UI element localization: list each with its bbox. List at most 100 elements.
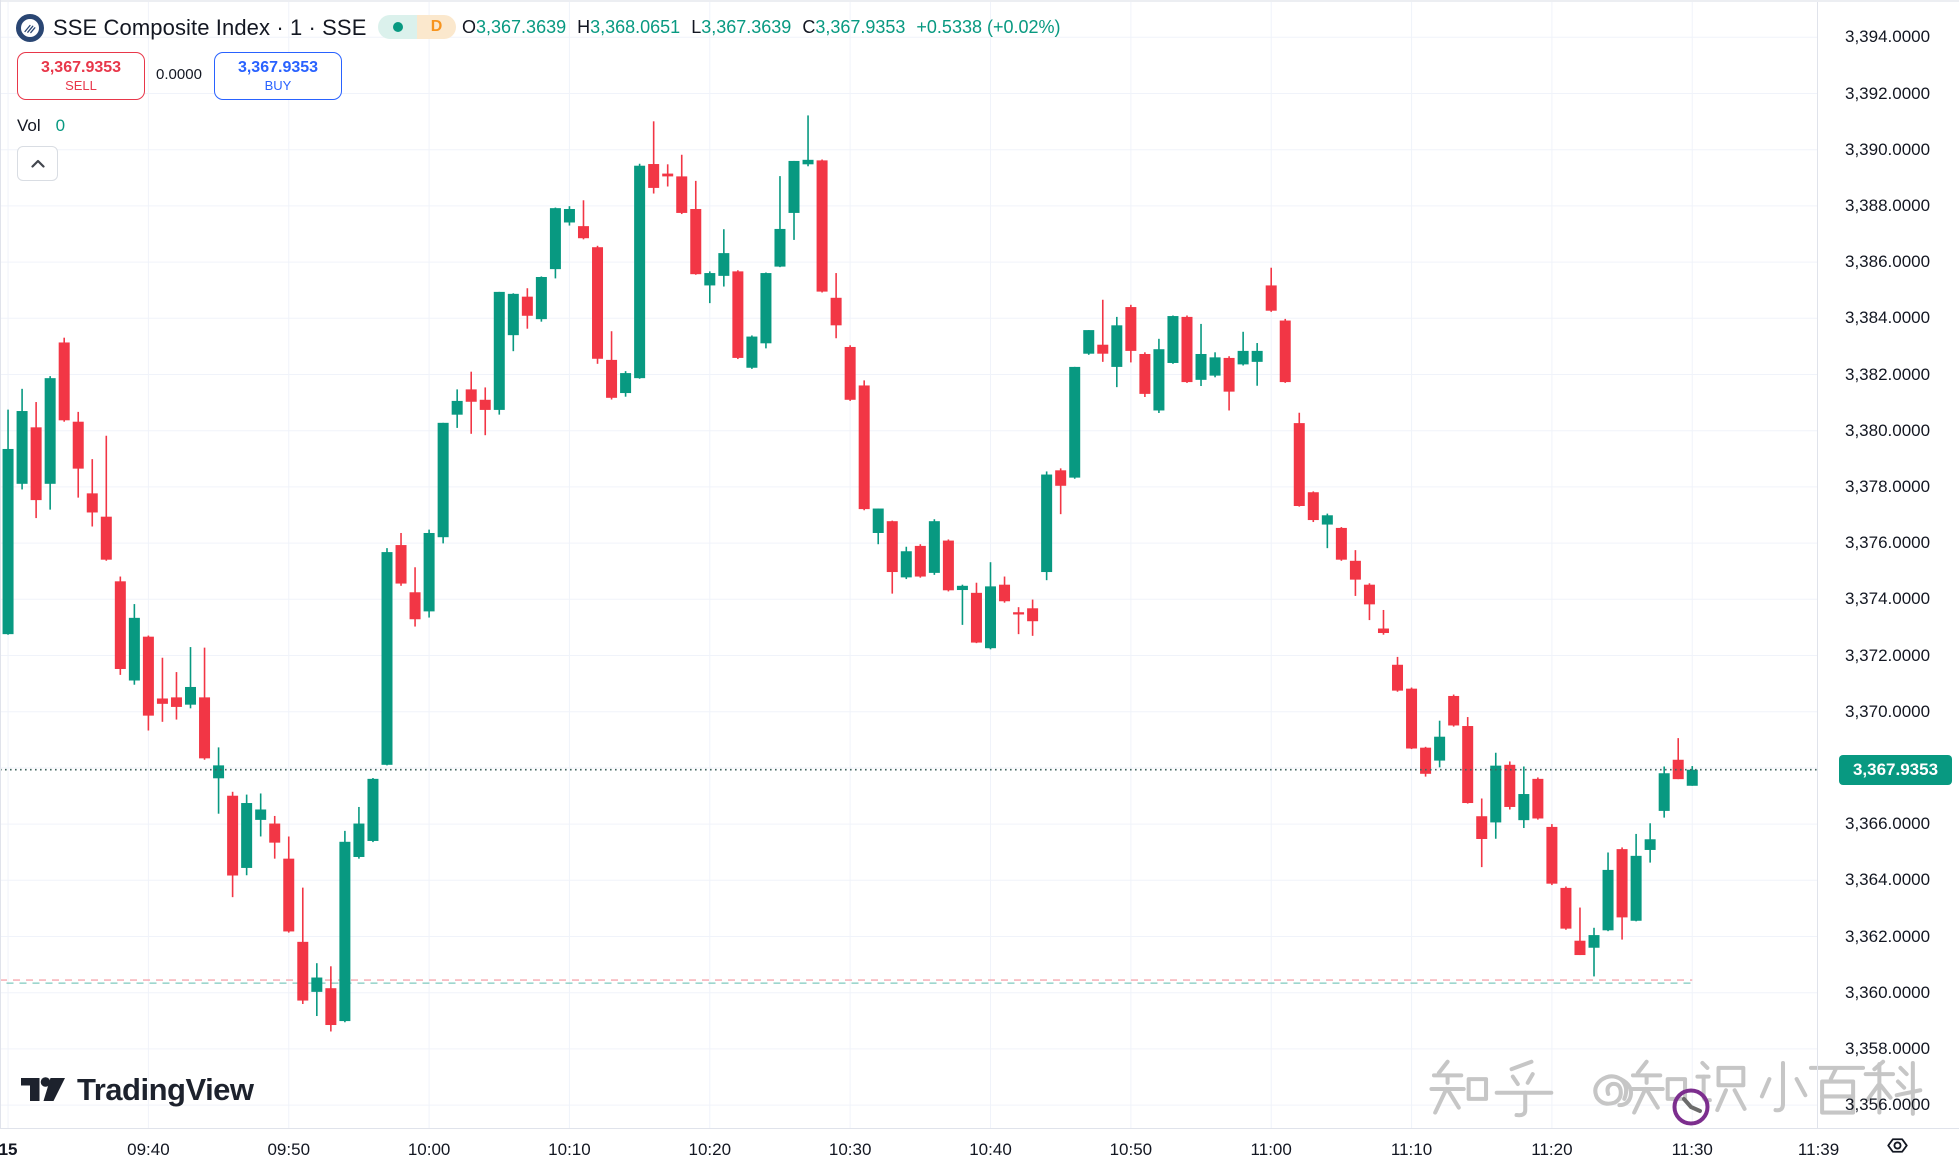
candle bbox=[732, 270, 744, 360]
candle-body bbox=[1041, 474, 1053, 573]
candle bbox=[1630, 833, 1642, 922]
buy-label: BUY bbox=[264, 77, 292, 93]
candle bbox=[86, 459, 98, 527]
price-axis[interactable]: 3,367.9353 3,394.0000 3,392.0000 3,390.000… bbox=[1817, 0, 1959, 1128]
candle-body bbox=[1560, 887, 1572, 929]
candle bbox=[353, 806, 365, 859]
candle-body bbox=[535, 276, 547, 320]
candle-body bbox=[1546, 826, 1558, 884]
candle bbox=[634, 163, 646, 379]
candle-body bbox=[255, 809, 267, 820]
collapse-panel-button[interactable] bbox=[17, 146, 58, 181]
candle bbox=[1616, 847, 1628, 940]
candle bbox=[437, 422, 449, 544]
volume-row: Vol 0 bbox=[17, 116, 65, 136]
time-axis-label: 09:40 bbox=[127, 1140, 170, 1159]
candle-body bbox=[1307, 492, 1319, 521]
candle bbox=[1335, 527, 1347, 561]
tradingview-logo[interactable]: TradingView bbox=[20, 1072, 254, 1108]
time-axis-label: 11:20 bbox=[1531, 1140, 1573, 1159]
tradingview-logo-text: TradingView bbox=[77, 1072, 254, 1107]
watermark-char bbox=[1494, 1059, 1554, 1118]
candle-body bbox=[1518, 794, 1530, 821]
candle bbox=[774, 176, 786, 268]
candle bbox=[1546, 824, 1558, 886]
price-axis-label: 3,370.0000 bbox=[1845, 701, 1931, 721]
buy-price: 3,367.9353 bbox=[237, 58, 319, 76]
candle-body bbox=[1532, 778, 1544, 819]
candle bbox=[1406, 687, 1418, 750]
candle-body bbox=[942, 540, 954, 591]
watermark-logo-icon bbox=[1672, 1088, 1710, 1126]
sell-button[interactable]: 3,367.9353 SELL bbox=[17, 52, 145, 100]
candle bbox=[423, 529, 435, 618]
interval-badge[interactable]: D bbox=[417, 15, 456, 39]
time-axis-label: 11:10 bbox=[1390, 1140, 1433, 1159]
candle bbox=[1602, 852, 1614, 932]
candle bbox=[914, 544, 926, 578]
candle bbox=[970, 582, 982, 644]
candle-body bbox=[1630, 855, 1642, 921]
candle-body bbox=[858, 385, 870, 510]
candle-body bbox=[100, 516, 112, 560]
candle-body bbox=[142, 636, 154, 716]
candle-body bbox=[1111, 325, 1123, 367]
candle-body bbox=[423, 532, 435, 612]
tradingview-logo-icon bbox=[21, 1077, 65, 1101]
candle-body bbox=[1027, 608, 1039, 622]
candle bbox=[1041, 471, 1053, 581]
candle bbox=[1139, 352, 1151, 397]
interval-pill[interactable]: D bbox=[378, 15, 456, 39]
candle bbox=[1363, 583, 1375, 621]
time-axis-label: 11:30 bbox=[1671, 1140, 1713, 1159]
candle bbox=[816, 159, 828, 293]
candle-body bbox=[872, 508, 884, 533]
candle bbox=[213, 747, 225, 814]
candle-body bbox=[170, 697, 182, 707]
candle-body bbox=[30, 427, 42, 501]
buy-button[interactable]: 3,367.9353 BUY bbox=[214, 52, 342, 100]
candle-body bbox=[634, 165, 646, 379]
time-axis-label: 11:00 bbox=[1250, 1140, 1292, 1159]
candle bbox=[1321, 513, 1333, 549]
candle bbox=[1209, 352, 1221, 378]
candle-body bbox=[451, 400, 463, 415]
candle bbox=[1265, 267, 1277, 312]
sell-price: 3,367.9353 bbox=[40, 58, 122, 76]
gear-icon bbox=[1887, 1138, 1908, 1153]
candle bbox=[746, 335, 758, 369]
time-axis-label: 10:40 bbox=[969, 1140, 1012, 1159]
candle-body bbox=[802, 159, 814, 165]
candle-body bbox=[521, 296, 533, 316]
candle bbox=[367, 778, 379, 843]
candle bbox=[1237, 331, 1249, 366]
candle bbox=[1181, 315, 1193, 383]
candle bbox=[142, 635, 154, 731]
candle-body bbox=[1588, 935, 1600, 948]
candle bbox=[872, 508, 884, 545]
time-axis-settings-button[interactable] bbox=[1884, 1132, 1911, 1159]
candle-body bbox=[437, 422, 449, 538]
candle bbox=[844, 345, 856, 401]
candle-body bbox=[1209, 357, 1221, 376]
candle-body bbox=[241, 803, 253, 868]
candle-body bbox=[746, 336, 758, 368]
candle-body bbox=[774, 228, 786, 267]
price-axis-label: 3,382.0000 bbox=[1845, 364, 1931, 384]
sse-exchange-logo bbox=[16, 13, 44, 42]
candle bbox=[830, 273, 842, 339]
candle-body bbox=[1672, 759, 1684, 780]
symbol-title[interactable]: SSE Composite Index · 1 · SSE bbox=[53, 14, 367, 40]
candle bbox=[1097, 299, 1109, 362]
low-value: 3,367.3639 bbox=[701, 16, 792, 37]
candle-body bbox=[213, 765, 225, 779]
current-price-tag: 3,367.9353 bbox=[1839, 754, 1952, 785]
time-axis[interactable]: 15 09:40 09:50 10:00 10:10 10:20 10:30 10:40 10:… bbox=[0, 1128, 1959, 1170]
watermark-char bbox=[1808, 1065, 1866, 1115]
candle bbox=[58, 337, 70, 422]
candle-body bbox=[788, 160, 800, 213]
candle-body bbox=[732, 271, 744, 358]
current-time-label: 11:39 bbox=[1797, 1140, 1840, 1159]
